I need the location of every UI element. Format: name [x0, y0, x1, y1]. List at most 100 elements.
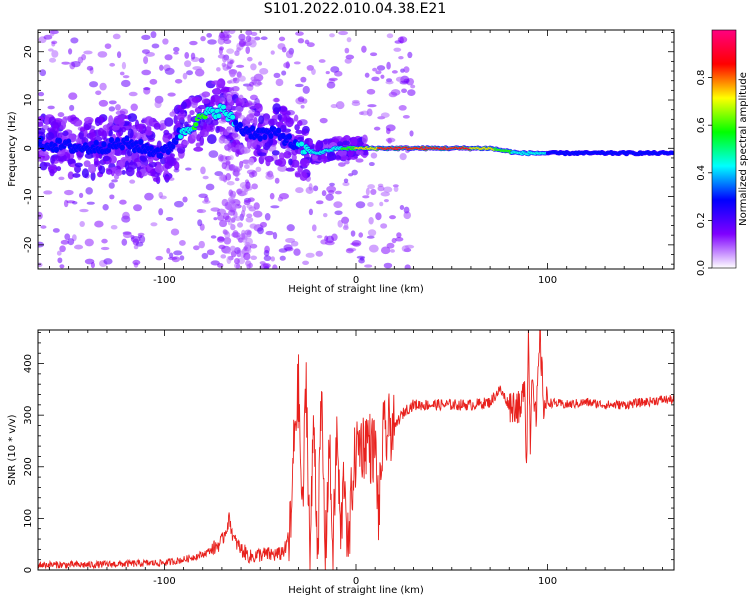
spectrogram-noise-cell — [119, 199, 127, 205]
spectrogram-noise-cell — [39, 69, 47, 77]
spectrogram-noise-cell — [94, 220, 104, 228]
spectrogram-x-tick-label: 100 — [538, 275, 557, 286]
spectrogram-cell — [268, 118, 275, 127]
spectrogram-noise-cell — [97, 51, 108, 58]
spectrogram-cell — [164, 156, 174, 165]
spectrogram-cell — [245, 30, 253, 36]
spectrogram-noise-cell — [144, 192, 154, 201]
spectrogram-noise-cell — [173, 46, 180, 52]
spectrogram-cell — [94, 116, 101, 127]
spectrogram-noise-cell — [277, 43, 286, 50]
spectrogram-cell — [124, 160, 130, 171]
spectrogram-noise-cell — [320, 239, 328, 245]
spectrogram-cell — [237, 222, 244, 228]
spectrogram-cell — [195, 142, 202, 148]
spectrogram-noise-cell — [186, 70, 193, 76]
spectrogram-cell — [288, 158, 293, 166]
spectrogram-noise-cell — [190, 52, 196, 60]
spectrogram-ridge-cell — [233, 119, 239, 126]
spectrogram-noise-cell — [130, 103, 138, 111]
spectrogram-noise-cell — [159, 64, 164, 71]
spectrogram-noise-cell — [228, 30, 236, 35]
spectrogram-cell — [235, 105, 243, 113]
spectrogram-noise-cell — [364, 264, 373, 268]
spectrogram-cell — [74, 162, 83, 168]
spectrogram-cell — [224, 215, 232, 223]
spectrogram-noise-cell — [403, 211, 411, 220]
spectrogram-cell — [249, 223, 258, 229]
spectrogram-noise-cell — [393, 47, 402, 52]
spectrogram-noise-cell — [370, 188, 377, 195]
spectrogram-noise-cell — [295, 31, 304, 36]
spectrogram-cell — [211, 80, 222, 85]
spectrogram-noise-cell — [395, 76, 405, 82]
spectrogram-noise-cell — [272, 232, 278, 240]
spectrogram-noise-cell — [85, 187, 93, 195]
spectrogram-cell — [234, 258, 240, 265]
spectrogram-cell — [83, 116, 94, 124]
spectrogram-cell — [206, 125, 211, 133]
spectrogram-cell — [226, 95, 233, 103]
spectrogram-cell — [249, 81, 255, 87]
spectrogram-ridge-cell — [298, 141, 305, 147]
spectrogram-noise-cell — [383, 199, 389, 203]
spectrogram-ridge-cell — [669, 150, 674, 155]
spectrogram-cell — [98, 165, 106, 175]
spectrogram-cell — [247, 157, 255, 166]
spectrogram-noise-cell — [385, 137, 396, 143]
spectrogram-cell — [217, 154, 224, 162]
spectrogram-cell — [179, 108, 185, 115]
spectrogram-noise-cell — [265, 230, 274, 236]
spectrogram-cell — [295, 129, 304, 134]
spectrogram-noise-cell — [149, 78, 158, 85]
spectrogram-noise-cell — [286, 224, 295, 232]
spectrogram-noise-cell — [348, 173, 354, 177]
spectrogram-noise-cell — [79, 208, 89, 213]
spectrogram-noise-cell — [99, 82, 107, 91]
spectrogram-x-tick-label: -100 — [153, 275, 176, 286]
spectrogram-noise-cell — [116, 51, 122, 59]
spectrogram-noise-cell — [272, 264, 278, 269]
spectrogram-noise-cell — [366, 88, 376, 95]
spectrogram-noise-cell — [297, 96, 305, 103]
spectrogram-noise-cell — [121, 238, 128, 246]
spectrogram-cell — [218, 31, 225, 39]
spectrogram-cell — [43, 162, 51, 167]
spectrogram-noise-cell — [132, 259, 141, 266]
spectrogram-noise-cell — [166, 247, 171, 254]
spectrogram-noise-cell — [150, 222, 158, 227]
spectrogram-cell — [199, 135, 205, 146]
spectrogram-noise-cell — [326, 185, 337, 193]
spectrogram-noise-cell — [294, 83, 304, 88]
spectrogram-cell — [78, 130, 84, 140]
spectrogram-noise-cell — [170, 228, 180, 236]
snr-y-tick-label: 300 — [23, 406, 34, 425]
spectrogram-noise-cell — [364, 72, 370, 78]
spectrogram-noise-cell — [359, 257, 365, 261]
spectrogram-noise-cell — [344, 160, 350, 165]
spectrogram-ridge-cell — [268, 132, 274, 139]
spectrogram-noise-cell — [258, 61, 263, 66]
spectrogram-cell — [163, 176, 171, 181]
spectrogram-cell — [120, 126, 127, 133]
spectrogram-cell — [233, 165, 239, 172]
spectrogram-noise-cell — [102, 204, 109, 211]
spectrogram-cell — [219, 128, 225, 136]
spectrogram-cell — [257, 152, 267, 157]
spectrogram-cell — [38, 121, 44, 127]
spectrogram-y-tick-label: -10 — [23, 188, 34, 204]
spectrogram-noise-cell — [321, 190, 327, 197]
colorbar: 0.0 0.2 0.4 0.6 0.8 Normalized spectral ampl… — [696, 29, 749, 276]
spectrogram-cell — [243, 252, 251, 261]
spectrogram-noise-cell — [390, 89, 401, 96]
spectrogram-noise-cell — [63, 189, 74, 196]
spectrogram-noise-cell — [66, 200, 76, 204]
spectrogram-noise-cell — [351, 101, 361, 107]
spectrogram-noise-cell — [334, 210, 343, 216]
spectrogram-noise-cell — [273, 72, 281, 79]
spectrogram-noise-cell — [277, 196, 284, 202]
spectrogram-noise-cell — [265, 173, 275, 180]
spectrogram-noise-cell — [70, 37, 79, 44]
spectrogram-ridge-cell — [202, 115, 208, 120]
spectrogram-noise-cell — [120, 79, 131, 88]
